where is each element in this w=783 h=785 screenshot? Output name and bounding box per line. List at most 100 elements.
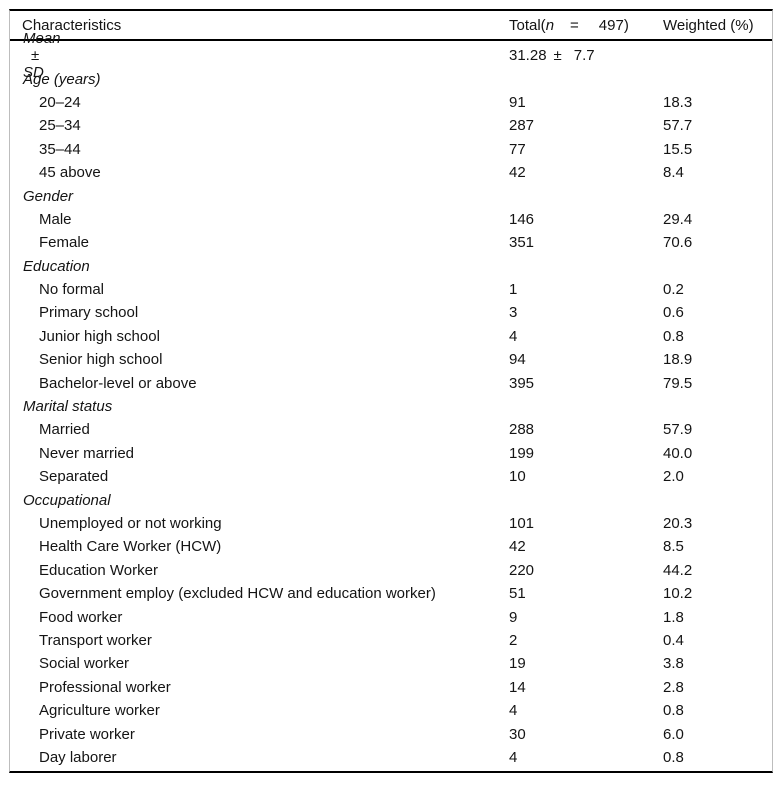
table-row-item: Never married 199 40.0 [10,442,772,465]
row-label: Food worker [39,608,123,626]
row-weighted: 15.5 [663,140,693,158]
row-total: 51 [509,585,526,603]
table-row-item: Government employ (excluded HCW and educ… [10,582,772,605]
row-total: 77 [509,140,526,158]
table-row-mean: Mean ± SD 31.28 ±7.7 [10,30,772,81]
table-row-item: Transport worker 2 0.4 [10,629,772,652]
table-row-item: Agriculture worker 4 0.8 [10,699,772,722]
table-header-row: Characteristics Total(n = 497) Weighted (%… [10,11,772,41]
row-weighted: 2.8 [663,678,684,696]
table-row-item: Social worker 19 3.8 [10,652,772,675]
table-row-item: Health Care Worker (HCW) 42 8.5 [10,535,772,558]
table-row-item: Primary school 3 0.6 [10,301,772,324]
row-total: 31.28 ±7.7 [509,47,663,64]
table-row-item: 35–44 77 15.5 [10,138,772,161]
row-label: Senior high school [39,351,163,369]
row-label: Education [23,257,90,275]
row-label: Agriculture worker [39,702,160,720]
row-label: Age (years) [23,70,101,88]
row-weighted: 79.5 [663,374,693,392]
row-weighted: 44.2 [663,561,693,579]
table-row-item: Unemployed or not working 101 20.3 [10,512,772,535]
table-row-item: Private worker 30 6.0 [10,722,772,745]
row-total: 101 [509,515,535,532]
row-label: 45 above [39,164,101,182]
row-label: Bachelor-level or above [39,374,197,392]
table-row-item: Female 351 70.6 [10,231,772,254]
row-label: Gender [23,187,74,205]
row-weighted: 57.9 [663,421,693,439]
row-weighted: 70.6 [663,234,693,252]
row-total: 14 [509,678,526,696]
row-label: Professional worker [39,678,171,696]
table-row-section: Occupational [10,488,772,511]
row-total: 3 [509,304,518,322]
row-label: Junior high school [39,327,160,345]
row-total: 4 [509,327,518,345]
row-weighted: 0.4 [663,631,684,649]
row-label: Married [39,421,90,439]
row-label: Day laborer [39,748,117,766]
row-total: 4 [509,748,518,766]
row-label: No formal [39,281,105,299]
row-total: 4 [509,702,518,720]
table-row-item: Male 146 29.4 [10,208,772,231]
row-weighted: 0.8 [663,748,684,766]
row-total: 351 [509,234,535,252]
header-total: Total(n = 497) [509,17,663,34]
row-label: 20–24 [39,93,81,111]
table-row-item: Junior high school 4 0.8 [10,325,772,348]
row-label: Mean ± SD [10,30,509,81]
row-total: 288 [509,421,535,439]
row-label: 25–34 [39,117,81,135]
table-row-item: No formal 1 0.2 [10,278,772,301]
row-total: 395 [509,374,535,392]
row-total: 199 [509,444,535,462]
table-row-section: Age (years) [10,67,772,90]
table-row-section: Marital status [10,395,772,418]
row-weighted: 0.6 [663,304,684,322]
row-label: Government employ (excluded HCW and educ… [39,585,436,603]
row-label: Unemployed or not working [39,515,222,532]
table-row-item: Day laborer 4 0.8 [10,746,772,769]
mean-label-word: Mean [23,30,61,48]
sd-value: 7.7 [573,47,595,65]
header-characteristics: Characteristics [22,16,122,34]
row-weighted: 0.8 [663,327,684,345]
table-body: Mean ± SD 31.28 ±7.7 Age (years) 20–24 91 18.3 25… [10,30,772,771]
header-weighted: Weighted (%) [663,16,754,34]
table-row-item: Married 288 57.9 [10,418,772,441]
plus-minus-sign: ± [31,47,40,65]
row-label: Education Worker [39,561,158,579]
table-row-item: Education Worker 220 44.2 [10,559,772,582]
row-label: Never married [39,444,135,462]
row-total: 220 [509,561,535,579]
row-weighted: 8.5 [663,538,684,556]
header-total-equals: = [570,16,579,34]
header-total-prefix: Total( [509,16,546,34]
row-label: Occupational [23,491,111,509]
row-total: 42 [509,164,526,182]
row-weighted: 2.0 [663,468,684,486]
table-row-item: Bachelor-level or above 395 79.5 [10,371,772,394]
row-label: 35–44 [39,140,81,158]
row-weighted: 18.3 [663,93,693,111]
row-label: Female [39,234,90,252]
row-total: 30 [509,725,526,743]
characteristics-table: Characteristics Total(n = 497) Weighted (%… [9,9,773,774]
table-row-item: 20–24 91 18.3 [10,91,772,114]
row-total: 10 [509,468,526,486]
table-row-section: Education [10,255,772,278]
row-label: Social worker [39,655,130,673]
row-total: 2 [509,631,518,649]
row-total: 1 [509,281,518,299]
row-label: Transport worker [39,631,152,649]
row-total: 9 [509,608,518,626]
row-weighted: 8.4 [663,164,684,182]
row-label: Private worker [39,725,135,743]
row-weighted: 18.9 [663,351,693,369]
table-row-item: Professional worker 14 2.8 [10,676,772,699]
table-row-item: Senior high school 94 18.9 [10,348,772,371]
row-weighted: 6.0 [663,725,684,743]
table-row-item: Separated 10 2.0 [10,465,772,488]
